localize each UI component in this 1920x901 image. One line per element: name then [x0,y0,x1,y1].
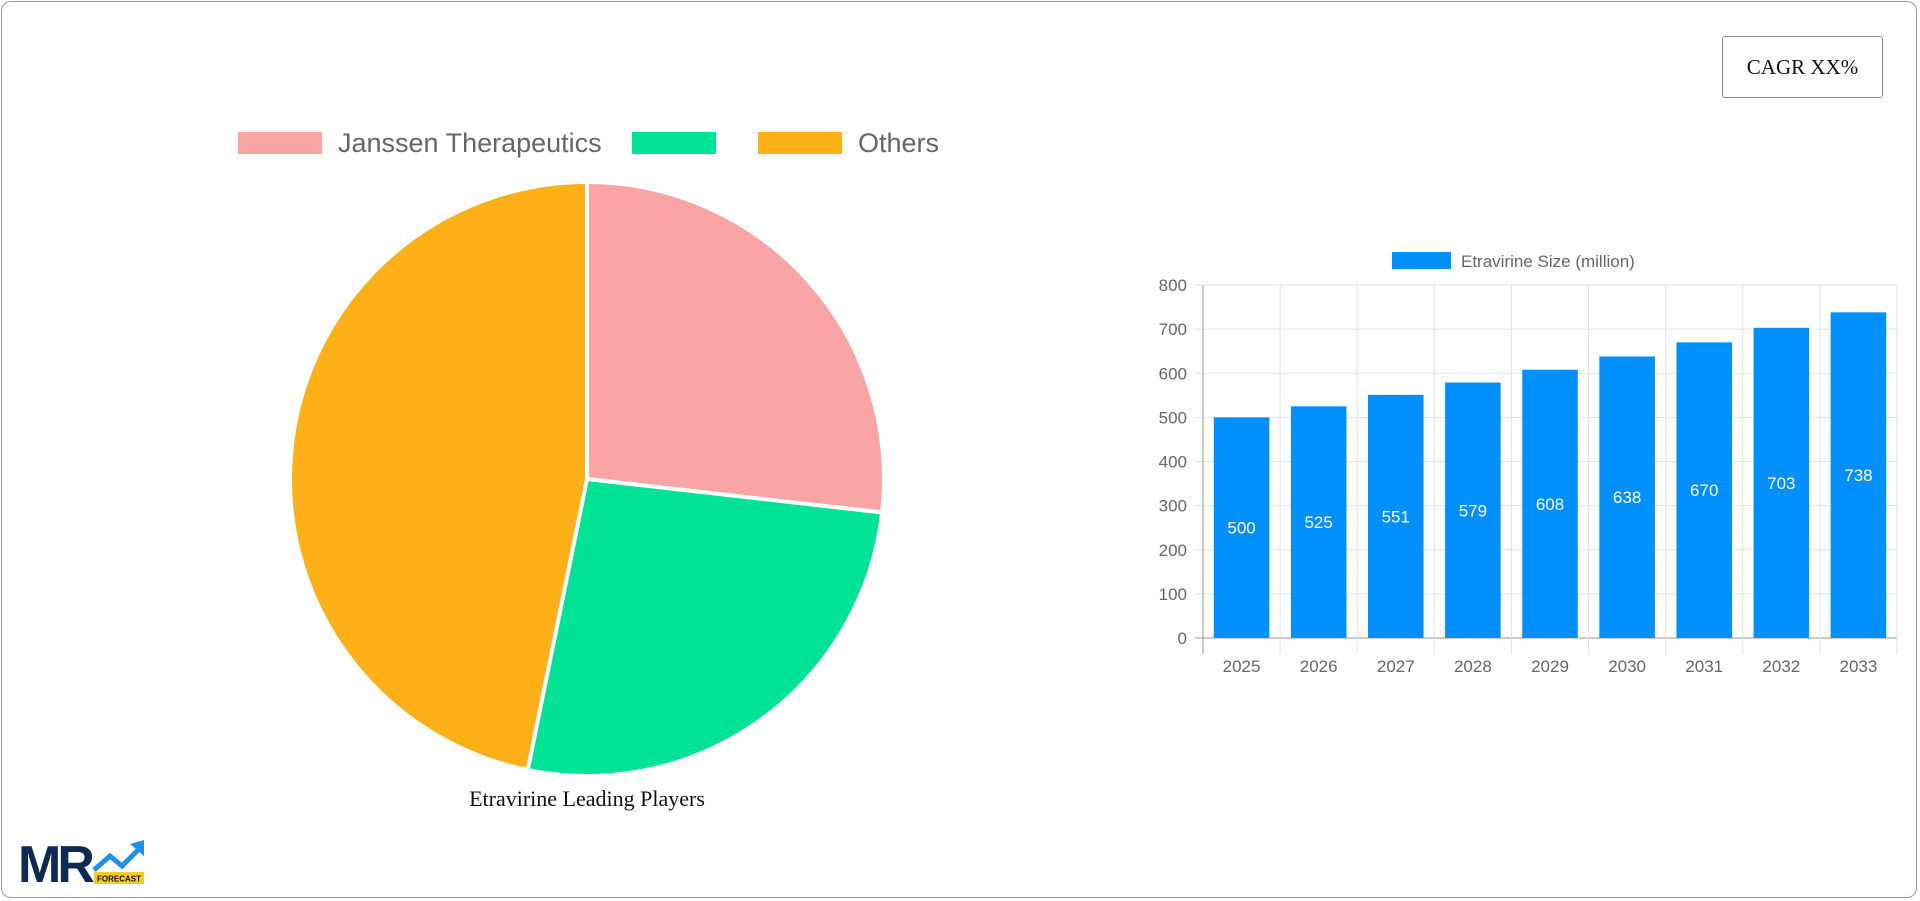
x-tick-label: 2032 [1762,657,1800,676]
legend-swatch-0 [238,132,322,154]
bar-2027 [1368,394,1424,638]
bar-2031 [1676,342,1732,638]
svg-text:FORECAST: FORECAST [97,875,141,884]
y-tick-label: 500 [1159,408,1187,427]
x-tick-label: 2028 [1454,657,1492,676]
x-tick-label: 2027 [1377,657,1415,676]
x-tick-label: 2025 [1223,657,1261,676]
bar-2026 [1290,406,1347,638]
bar-2025 [1213,417,1270,638]
pie-slice-2 [288,179,589,773]
cagr-text: CAGR XX% [1746,54,1859,79]
y-tick-label: 800 [1159,276,1187,295]
data-label: 638 [1613,488,1641,507]
y-tick-label: 200 [1159,541,1187,560]
legend-label-2: Others [858,128,940,158]
pie-title: Etravirine Leading Players [469,786,705,811]
y-tick-label: 0 [1178,629,1187,648]
y-tick-label: 400 [1159,453,1187,472]
y-tick-label: 300 [1159,497,1187,516]
y-tick-label: 600 [1159,364,1187,383]
x-tick-label: 2029 [1531,657,1569,676]
x-tick-label: 2030 [1608,657,1646,676]
y-tick-label: 100 [1159,585,1187,604]
legend-swatch-2 [758,132,842,154]
pie-slice-1 [525,476,885,778]
data-label: 525 [1304,513,1332,532]
data-label: 551 [1382,507,1410,526]
legend-swatch-1 [632,132,716,154]
data-label: 738 [1844,466,1872,485]
bar-2032 [1753,327,1810,638]
bar-2029 [1522,369,1578,638]
svg-text:MR: MR [18,836,94,886]
mr-forecast-logo: MR FORECAST [18,836,148,894]
legend-label-0: Janssen Therapeutics [338,128,602,158]
data-label: 670 [1690,481,1718,500]
x-tick-label: 2031 [1685,657,1723,676]
bar-legend-label: Etravirine Size (million) [1461,252,1635,271]
data-label: 608 [1536,495,1564,514]
data-label: 500 [1227,519,1255,538]
x-tick-label: 2033 [1840,657,1878,676]
bar-2030 [1599,356,1655,638]
bar-legend-swatch [1392,252,1451,269]
bar-2028 [1445,382,1501,638]
bar-2033 [1830,312,1887,638]
pie-slice-0 [585,179,886,515]
data-label: 703 [1767,474,1795,493]
data-label: 579 [1459,501,1487,520]
logo-graphic: MR FORECAST [18,836,144,894]
x-tick-label: 2026 [1300,657,1338,676]
y-tick-label: 700 [1159,320,1187,339]
cagr-badge: CAGR XX% [1722,36,1883,98]
